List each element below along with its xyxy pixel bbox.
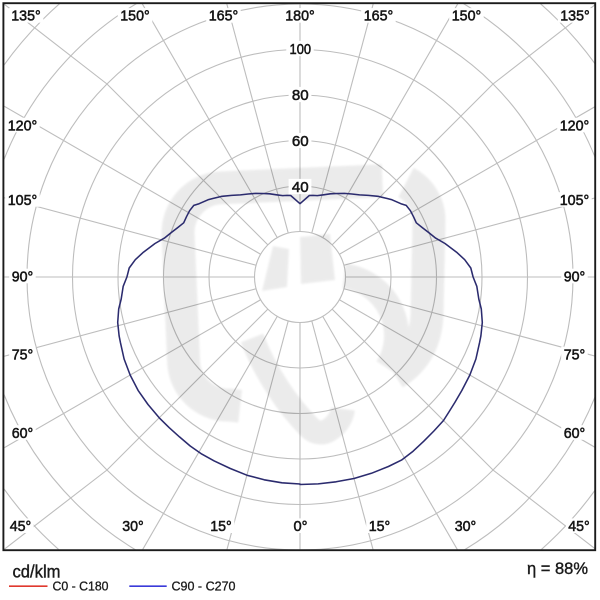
svg-text:90°: 90° — [564, 268, 586, 285]
svg-text:165°: 165° — [364, 8, 394, 25]
svg-text:150°: 150° — [120, 8, 150, 25]
svg-text:0°: 0° — [294, 518, 308, 535]
svg-text:80: 80 — [292, 87, 309, 104]
svg-text:40: 40 — [292, 179, 309, 196]
svg-text:165°: 165° — [209, 8, 239, 25]
svg-text:135°: 135° — [560, 8, 590, 25]
svg-text:15°: 15° — [210, 518, 232, 535]
svg-text:15°: 15° — [369, 518, 391, 535]
svg-text:105°: 105° — [8, 192, 38, 209]
svg-text:60°: 60° — [12, 425, 34, 442]
svg-text:C90 - C270: C90 - C270 — [172, 580, 236, 594]
svg-text:90°: 90° — [12, 268, 34, 285]
svg-text:60: 60 — [292, 133, 309, 150]
svg-text:45°: 45° — [568, 518, 590, 535]
svg-text:120°: 120° — [560, 117, 590, 134]
svg-text:135°: 135° — [11, 8, 41, 25]
svg-text:180°: 180° — [285, 8, 315, 25]
svg-text:cd/klm: cd/klm — [13, 562, 61, 582]
svg-text:120°: 120° — [8, 117, 38, 134]
svg-text:105°: 105° — [560, 192, 590, 209]
svg-text:75°: 75° — [564, 346, 586, 363]
svg-text:30°: 30° — [122, 518, 144, 535]
svg-text:30°: 30° — [455, 518, 477, 535]
svg-text:60°: 60° — [564, 425, 586, 442]
svg-text:150°: 150° — [452, 8, 482, 25]
svg-text:100: 100 — [290, 41, 312, 58]
svg-text:75°: 75° — [12, 346, 34, 363]
svg-text:45°: 45° — [10, 518, 32, 535]
svg-text:η = 88%: η = 88% — [527, 559, 588, 578]
svg-text:C0 - C180: C0 - C180 — [53, 580, 109, 594]
